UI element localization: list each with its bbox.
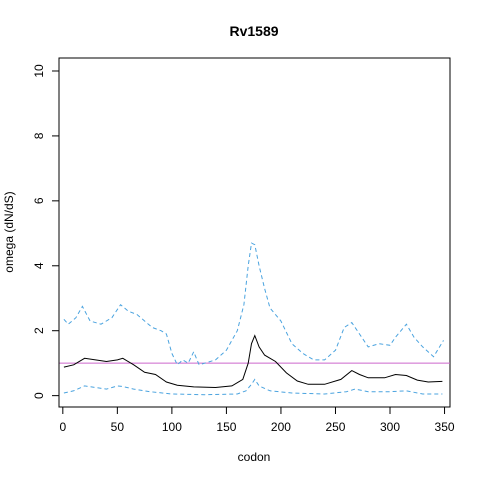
y-tick-label: 0	[32, 392, 46, 399]
y-tick-label: 4	[32, 262, 46, 269]
x-tick-label: 0	[59, 420, 66, 434]
axes: 0 50 100 150 200 250 300 350 0 2 4 6 8 10	[32, 64, 455, 434]
chart-title: Rv1589	[229, 23, 278, 39]
y-tick-label: 6	[32, 197, 46, 204]
x-tick-label: 100	[162, 420, 182, 434]
series-mean-line	[63, 334, 443, 389]
y-tick-label: 10	[32, 64, 46, 78]
x-tick-label: 150	[216, 420, 236, 434]
series-upper-bound-line	[63, 242, 444, 366]
x-tick-label: 200	[271, 420, 291, 434]
x-tick-label: 300	[380, 420, 400, 434]
x-tick-label: 250	[325, 420, 345, 434]
plot-frame	[58, 57, 451, 408]
y-tick-label: 2	[32, 327, 46, 334]
y-axis-label: omega (dN/dS)	[2, 191, 16, 272]
series-layer	[63, 242, 444, 396]
y-tick-label: 8	[32, 132, 46, 139]
x-axis-label: codon	[238, 450, 271, 464]
x-tick-label: 350	[435, 420, 455, 434]
series-lower-bound-line	[63, 378, 443, 396]
x-tick-label: 50	[111, 420, 125, 434]
